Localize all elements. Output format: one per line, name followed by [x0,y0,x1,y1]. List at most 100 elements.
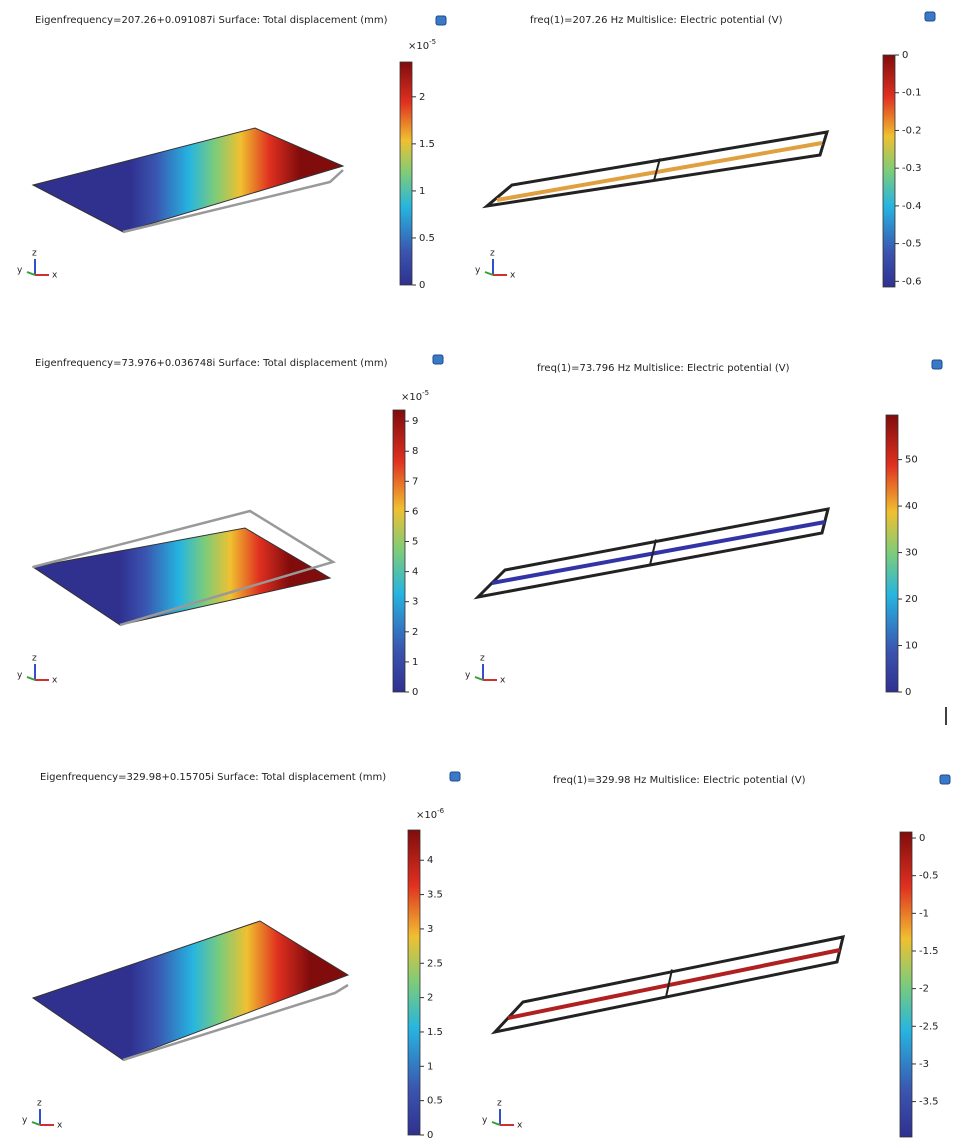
colorbar-tick-label: 0 [905,687,911,698]
slice-joint [653,158,661,181]
colorbar-tick-label: 4 [412,567,418,578]
axis-label: x [500,676,506,686]
plot-title: freq(1)=207.26 Hz Multislice: Electric p… [530,15,783,26]
colorbar-tick-label: -0.5 [919,871,939,882]
slice [491,520,826,585]
colorbar [885,414,899,693]
plot-title: freq(1)=73.796 Hz Multislice: Electric p… [537,363,790,374]
exponent-base: ×10 [408,41,429,52]
colorbar-tick-label: 0 [902,50,908,61]
exponent-power: -5 [422,389,429,397]
colorbar-exponent: ×10-6 [416,807,445,821]
plot-icon [939,774,951,785]
colorbar-tick-label: -0.2 [902,125,922,136]
axis-y [26,676,36,681]
axis-label: y [17,671,23,681]
colorbar-tick-label: -0.5 [902,239,922,250]
colorbar-tick-label: 10 [905,641,918,652]
colorbar-tick-label: 5 [412,537,418,548]
slice-joint [665,969,673,998]
axis-label: x [57,1121,63,1131]
colorbar-tick-label: 9 [412,416,418,427]
axis-label: z [480,654,485,664]
colorbar [899,831,913,1138]
axis-label: y [17,266,23,276]
colorbar-tick-label: 40 [905,501,918,512]
colorbar-tick-label: 30 [905,548,918,559]
colorbar-tick-label: 2.5 [427,958,443,969]
plate [31,920,350,1061]
axis-label: x [52,271,58,281]
colorbar-tick-label: 20 [905,594,918,605]
colorbar-tick-label: 2 [427,993,433,1004]
colorbar-tick-label: -2.5 [919,1021,939,1032]
axis-label: x [510,271,516,281]
exponent-power: -5 [429,38,436,46]
colorbar-tick-label: 2 [419,92,425,103]
colorbar [399,61,413,286]
colorbar-tick-label: -0.6 [902,276,922,287]
colorbar-tick-label: 7 [412,476,418,487]
plate [31,127,345,233]
plot-icon [924,11,936,22]
colorbar-tick-label: 50 [905,455,918,466]
exponent-base: ×10 [416,810,437,821]
exponent-power: -6 [437,807,445,815]
colorbar-tick-label: -1 [919,908,929,919]
colorbar-tick-label: 3.5 [427,890,443,901]
colorbar-tick-label: 1.5 [427,1027,443,1038]
plot-icon [449,771,461,782]
axis-label: z [32,249,37,259]
colorbar-tick-label: 6 [412,506,418,517]
axis-label: z [37,1099,42,1109]
colorbar-tick-label: 3 [427,924,433,935]
axis-label: y [475,266,481,276]
plot-icon [931,359,943,370]
colorbar-exponent: ×10-5 [401,389,429,403]
colorbar-tick-label: 1 [427,1061,433,1072]
plot-title: freq(1)=329.98 Hz Multislice: Electric p… [553,775,806,786]
colorbar-tick-label: 1 [412,657,418,668]
undeformed-outline [122,983,349,1062]
slice [507,948,841,1020]
colorbar-tick-label: -3 [919,1059,929,1070]
slice-joint [649,539,657,566]
axis-label: x [517,1121,523,1131]
colorbar-tick-label: 3 [412,597,418,608]
plot-icon [435,15,447,26]
colorbar-tick-label: 0 [419,280,425,291]
axis-label: y [465,671,471,681]
exponent-base: ×10 [401,392,422,403]
colorbar-tick-label: 1.5 [419,139,435,150]
axis-y [484,271,494,276]
plot-title: Eigenfrequency=73.976+0.036748i Surface:… [35,358,388,369]
colorbar-tick-label: -0.3 [902,163,922,174]
axis-label: x [52,676,58,686]
colorbar-tick-label: -2 [919,984,929,995]
colorbar-tick-label: 0 [412,687,418,698]
colorbar-tick-label: 0 [427,1130,433,1140]
colorbar-exponent: ×10-5 [408,38,436,52]
colorbar-tick-label: 1 [419,186,425,197]
undeformed-outline [32,509,337,627]
axis-y [31,1121,41,1126]
colorbar-tick-label: -0.1 [902,88,922,99]
colorbar-tick-label: 0 [919,833,925,844]
undeformed-outline [122,169,344,234]
colorbar-tick-label: -0.4 [902,201,922,212]
axis-y [26,271,36,276]
plot-icon [432,354,444,365]
colorbar-tick-label: 4 [427,855,433,866]
colorbar [392,409,406,693]
axis-label: y [22,1116,28,1126]
axis-y [474,676,484,681]
colorbar-tick-label: 0.5 [427,1096,443,1107]
colorbar-tick-label: 0.5 [419,233,435,244]
plate [31,527,332,626]
axis-y [491,1121,501,1126]
slice [496,141,823,202]
axis-label: z [32,654,37,664]
plot-title: Eigenfrequency=207.26+0.091087i Surface:… [35,15,388,26]
colorbar-tick-label: 8 [412,446,418,457]
